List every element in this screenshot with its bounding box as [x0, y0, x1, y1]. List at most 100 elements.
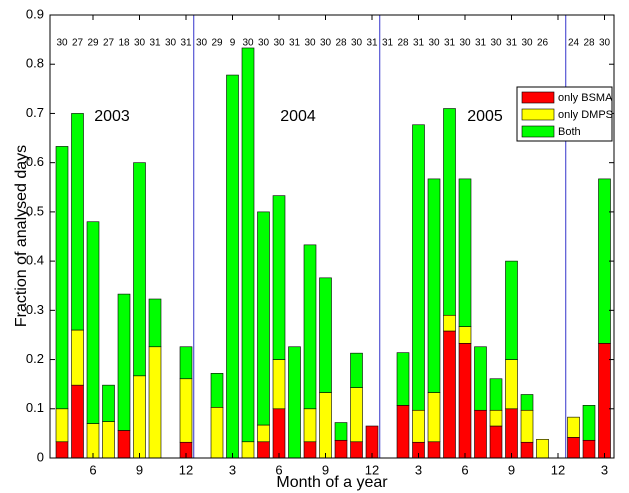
bar-segment	[319, 392, 332, 459]
x-tick-label: 12	[179, 462, 193, 477]
bar-segment	[334, 422, 348, 441]
y-tick-label: 0.3	[26, 302, 44, 317]
bar-segment	[55, 441, 69, 459]
bar-segment	[148, 298, 162, 348]
bar-segment	[427, 441, 441, 459]
day-count: 26	[537, 38, 549, 49]
day-count: 30	[242, 38, 254, 49]
x-tick-label: 9	[136, 462, 143, 477]
y-tick-label: 0.9	[26, 6, 44, 21]
year-label: 2004	[280, 108, 316, 125]
bar-segment	[458, 326, 472, 344]
x-tick-label: 3	[601, 462, 608, 477]
bar-segment	[133, 375, 146, 459]
day-count: 31	[289, 38, 301, 49]
day-count: 31	[149, 38, 161, 49]
day-count: 31	[506, 38, 518, 49]
x-tick-label: 6	[89, 462, 96, 477]
bar-segment	[71, 384, 84, 459]
day-count: 30	[521, 38, 533, 49]
day-count: 9	[230, 38, 236, 49]
bar-segment	[412, 409, 425, 443]
bar-segment	[505, 260, 518, 360]
bar-segment	[520, 394, 534, 411]
bar-segment	[86, 423, 100, 459]
bar-segment	[567, 437, 580, 459]
bar-segment	[598, 178, 611, 344]
day-count: 30	[196, 38, 208, 49]
day-count: 30	[320, 38, 332, 49]
day-count: 29	[211, 38, 223, 49]
bar-segment	[303, 441, 317, 459]
bar-segment	[505, 408, 518, 459]
day-count: 30	[134, 38, 146, 49]
bar-segment	[148, 346, 162, 459]
day-count: 31	[180, 38, 192, 49]
day-count: 30	[165, 38, 177, 49]
day-count: 29	[87, 38, 99, 49]
bar-segment	[505, 359, 518, 410]
bar-segment	[257, 441, 270, 459]
day-count: 30	[258, 38, 270, 49]
day-count: 27	[72, 38, 84, 49]
bar-segment	[443, 314, 456, 332]
day-count: 31	[444, 38, 456, 49]
x-tick-label: 9	[508, 462, 515, 477]
bar-segment	[303, 408, 317, 443]
legend-swatch	[521, 108, 555, 121]
day-count: 27	[103, 38, 115, 49]
bar-segment	[303, 244, 317, 410]
y-tick-label: 0.7	[26, 105, 44, 120]
bar-segment	[489, 378, 503, 411]
day-count: 28	[583, 38, 595, 49]
day-count: 30	[490, 38, 502, 49]
bar-segment	[55, 408, 69, 443]
bar-segment	[582, 405, 596, 441]
bar-segment	[536, 438, 549, 459]
day-count: 31	[475, 38, 487, 49]
bar-segment	[598, 343, 611, 459]
bar-segment	[179, 378, 193, 443]
legend-swatch	[521, 91, 555, 104]
bar-segment	[520, 409, 534, 443]
bar-segment	[55, 146, 69, 410]
bar-segment	[567, 416, 580, 438]
x-tick-label: 12	[365, 462, 379, 477]
day-count: 30	[304, 38, 316, 49]
bar-segment	[319, 277, 332, 393]
day-count: 30	[428, 38, 440, 49]
legend-swatch	[521, 125, 555, 138]
year-label: 2005	[467, 108, 503, 125]
bar-segment	[210, 373, 224, 408]
day-count: 24	[568, 38, 580, 49]
y-tick-label: 0.6	[26, 154, 44, 169]
bar-segment	[179, 346, 193, 380]
bar-segment	[489, 409, 503, 427]
bar-segment	[71, 113, 84, 331]
bar-segment	[350, 387, 363, 443]
y-tick-label: 0	[37, 449, 44, 464]
plot-frame	[49, 14, 615, 459]
bar-segment	[226, 74, 239, 459]
bar-segment	[71, 329, 84, 386]
x-tick-label: 3	[415, 462, 422, 477]
bar-segment	[427, 178, 441, 393]
bar-segment	[86, 221, 100, 424]
bar-segment	[117, 293, 131, 431]
bar-segment	[458, 178, 472, 327]
bar-segment	[458, 343, 472, 459]
bar-segment	[272, 408, 286, 459]
y-tick-label: 0.8	[26, 56, 44, 71]
bar-segment	[427, 392, 441, 443]
bar-segment	[288, 346, 301, 459]
bar-segment	[257, 211, 270, 426]
bar-segment	[520, 441, 534, 459]
bar-segment	[443, 108, 456, 316]
day-count: 18	[118, 38, 130, 49]
bar-segment	[133, 162, 146, 377]
legend-label: only DMPS	[558, 109, 613, 121]
bar-segment	[102, 421, 115, 459]
bar-segment	[350, 441, 363, 459]
x-tick-label: 6	[461, 462, 468, 477]
